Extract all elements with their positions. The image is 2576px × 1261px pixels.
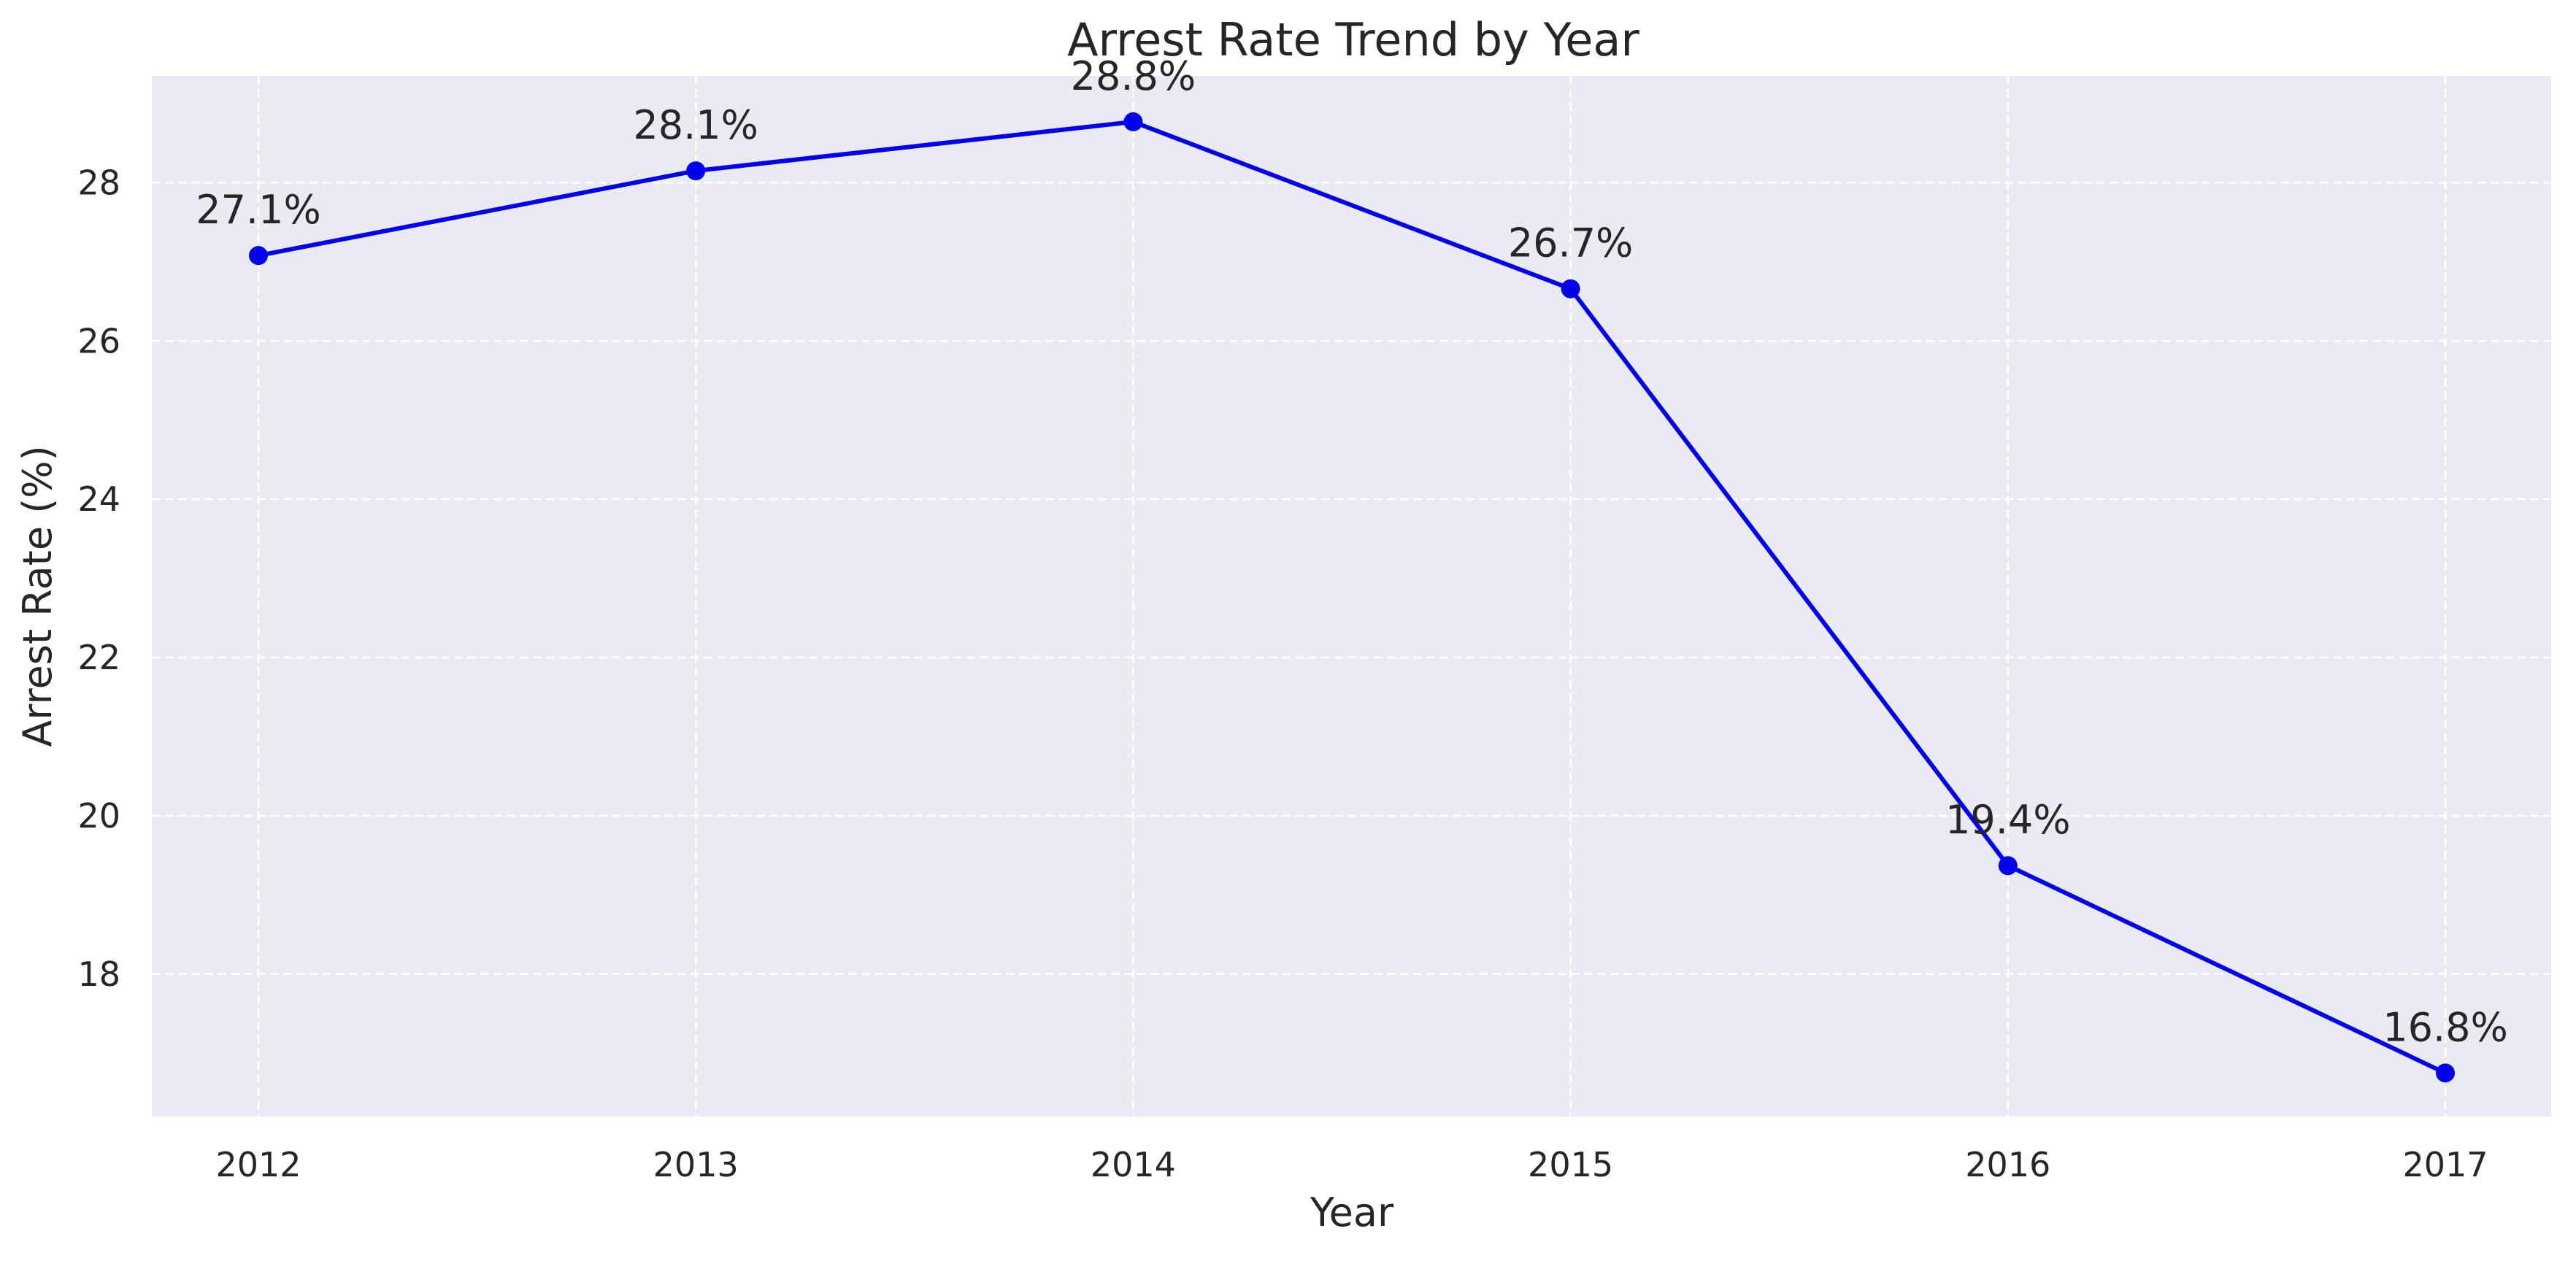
data-point — [249, 246, 268, 266]
y-tick-label: 26 — [77, 321, 120, 360]
data-labels: 27.1% 28.1% 28.8% 26.7% 19.4% 16.8% — [196, 53, 2508, 1050]
data-point — [1561, 279, 1580, 298]
x-tick-label: 2017 — [2402, 1145, 2488, 1184]
y-tick-label: 20 — [77, 796, 120, 836]
data-label: 28.8% — [1071, 53, 1196, 99]
x-tick-label: 2015 — [1528, 1145, 1613, 1184]
data-label: 27.1% — [196, 187, 321, 233]
x-tick-labels: 2012 2013 2014 2015 2016 2017 — [215, 1145, 2488, 1184]
data-label: 28.1% — [633, 102, 758, 148]
data-point — [1123, 112, 1143, 131]
x-tick-label: 2012 — [215, 1145, 301, 1184]
grid-lines — [152, 76, 2551, 1117]
chart-title: Arrest Rate Trend by Year — [1067, 13, 1639, 66]
y-tick-label: 28 — [77, 163, 120, 202]
data-label: 19.4% — [1945, 797, 2071, 843]
x-tick-label: 2013 — [653, 1145, 739, 1184]
series-line — [258, 119, 2447, 1076]
x-tick-label: 2016 — [1965, 1145, 2050, 1184]
y-tick-labels: 18 20 22 24 26 28 — [77, 163, 120, 993]
y-tick-label: 22 — [77, 638, 120, 677]
data-point — [686, 161, 706, 181]
data-point — [2436, 1063, 2455, 1083]
y-tick-label: 24 — [77, 479, 120, 519]
data-label: 16.8% — [2383, 1004, 2508, 1050]
x-tick-label: 2014 — [1091, 1145, 1176, 1184]
plot-background — [152, 76, 2551, 1117]
data-point — [1998, 856, 2018, 876]
data-label: 26.7% — [1508, 220, 1634, 266]
y-axis-label: Arrest Rate (%) — [15, 445, 61, 747]
y-tick-label: 18 — [77, 955, 120, 994]
x-axis-label: Year — [1310, 1189, 1394, 1235]
data-points — [249, 112, 2455, 1083]
